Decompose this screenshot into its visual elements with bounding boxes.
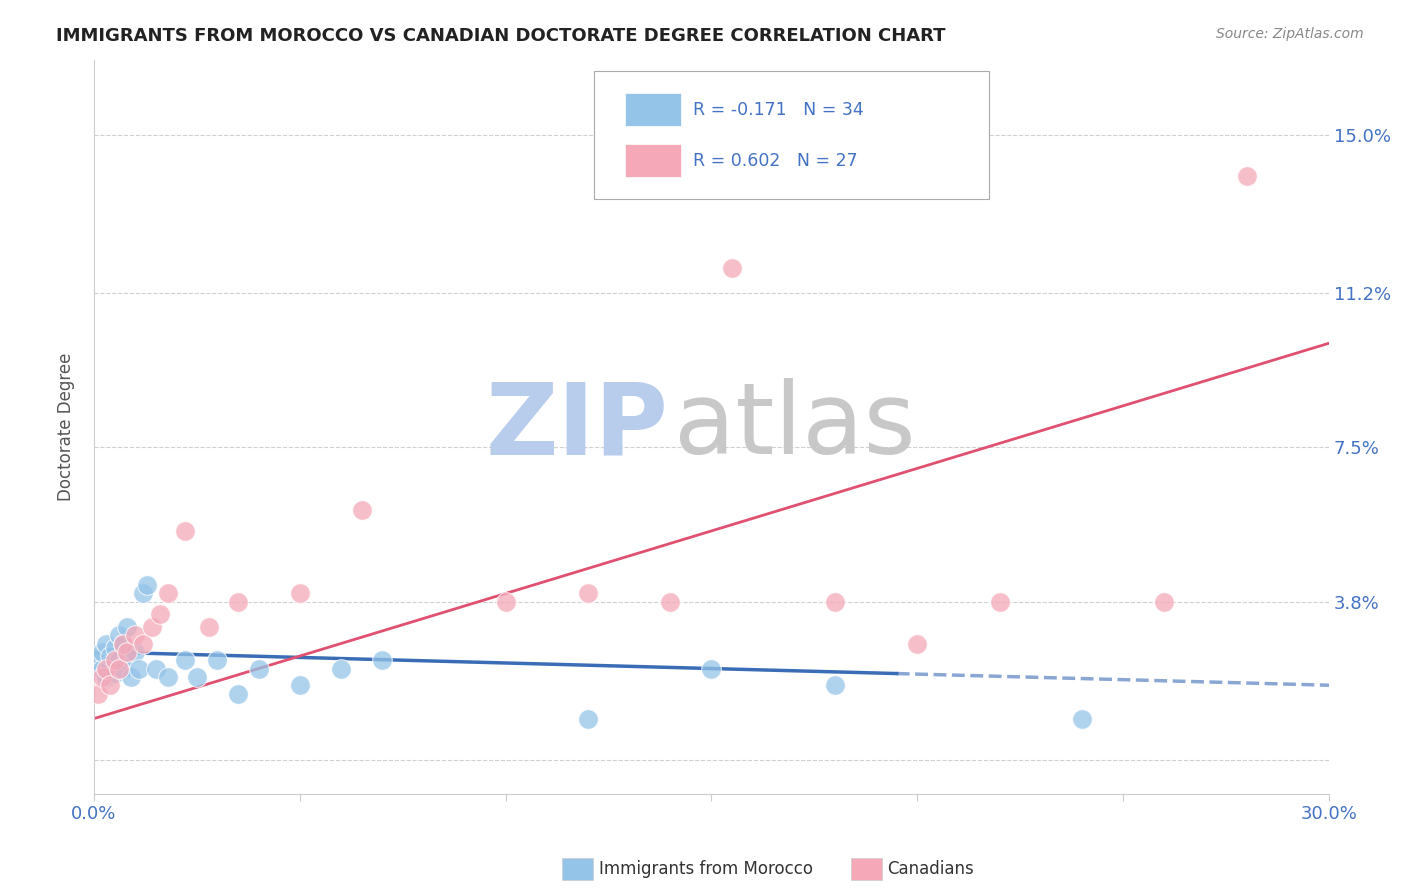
Point [111,636,134,650]
Point [1071,712,1094,726]
Point [103,665,125,680]
Point [124,645,146,659]
Point [207,653,229,667]
Point [100,657,122,672]
Point [157,670,180,684]
Point [329,661,352,675]
Point [96,661,118,675]
Point [1236,169,1258,184]
Point [173,524,195,538]
Point [824,678,846,692]
Point [136,578,159,592]
Point [824,595,846,609]
Bar [626,144,681,177]
Text: R = 0.602   N = 27: R = 0.602 N = 27 [693,152,858,169]
Point [115,645,138,659]
Point [145,661,167,675]
Point [115,648,138,663]
Point [700,661,723,675]
Text: Source: ZipAtlas.com: Source: ZipAtlas.com [1216,27,1364,41]
Point [120,670,142,684]
Text: R = -0.171   N = 34: R = -0.171 N = 34 [693,101,863,119]
Point [128,661,150,675]
Point [198,620,221,634]
Point [91,645,114,659]
Point [659,595,682,609]
FancyBboxPatch shape [595,70,990,199]
Point [149,607,172,622]
Point [350,503,373,517]
Point [100,678,122,692]
Point [100,648,122,663]
Point [988,595,1011,609]
Text: ZIP: ZIP [485,378,668,475]
Point [103,653,125,667]
Point [91,670,114,684]
Point [905,636,928,650]
Point [576,586,599,600]
Point [87,687,110,701]
Point [107,628,129,642]
Text: IMMIGRANTS FROM MOROCCO VS CANADIAN DOCTORATE DEGREE CORRELATION CHART: IMMIGRANTS FROM MOROCCO VS CANADIAN DOCT… [56,27,946,45]
Point [371,653,394,667]
Point [111,636,134,650]
Point [111,661,134,675]
Point [96,636,118,650]
Point [115,620,138,634]
Point [124,628,146,642]
Point [132,586,155,600]
Point [103,640,125,655]
Text: atlas: atlas [675,378,917,475]
Y-axis label: Doctorate Degree: Doctorate Degree [58,352,75,500]
Point [157,586,180,600]
Point [1153,595,1175,609]
Point [91,661,114,675]
Text: Canadians: Canadians [887,860,974,878]
Point [132,636,155,650]
Point [247,661,270,675]
Text: Immigrants from Morocco: Immigrants from Morocco [599,860,813,878]
Point [141,620,163,634]
Point [96,670,118,684]
Point [107,661,129,675]
Bar [626,93,681,126]
Point [186,670,208,684]
Point [288,678,311,692]
Point [173,653,195,667]
Point [576,712,599,726]
Point [87,653,110,667]
Point [226,595,249,609]
Point [288,586,311,600]
Point [721,261,744,276]
Point [107,653,129,667]
Point [226,687,249,701]
Point [495,595,517,609]
